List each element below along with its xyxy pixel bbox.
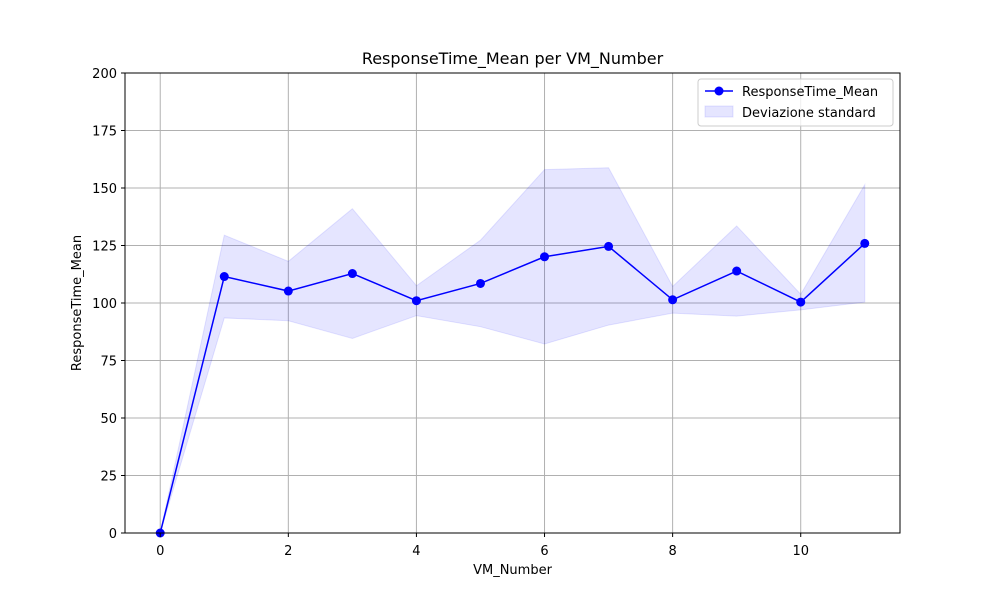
data-point: [540, 252, 550, 262]
data-point: [475, 278, 485, 288]
data-point: [604, 241, 614, 251]
y-tick-label: 200: [92, 67, 117, 82]
legend: ResponseTime_Mean Deviazione standard: [697, 78, 894, 127]
x-axis-ticks: 0 2 4 6 8 10: [156, 533, 809, 559]
data-point: [668, 295, 678, 305]
y-axis-label: ResponseTime_Mean: [70, 235, 85, 371]
legend-label-band: Deviazione standard: [742, 106, 876, 121]
y-tick-label: 75: [100, 355, 117, 370]
y-tick-label: 125: [92, 240, 117, 255]
legend-box: [697, 78, 894, 127]
x-axis-label: VM_Number: [473, 563, 552, 578]
y-tick-label: 150: [92, 182, 117, 197]
data-point: [796, 297, 806, 307]
y-tick-label: 175: [92, 125, 117, 140]
y-tick-label: 50: [100, 412, 117, 427]
data-point: [732, 266, 742, 276]
data-point: [219, 272, 229, 282]
x-tick-label: 4: [412, 544, 420, 559]
data-point: [860, 238, 870, 248]
x-tick-label: 10: [792, 544, 809, 559]
y-tick-label: 0: [109, 527, 117, 542]
data-point: [347, 269, 357, 279]
x-tick-label: 6: [540, 544, 548, 559]
x-tick-label: 8: [668, 544, 676, 559]
y-tick-label: 25: [100, 470, 117, 485]
data-point: [283, 286, 293, 296]
series-line: [159, 242, 866, 534]
legend-label-mean: ResponseTime_Mean: [742, 85, 878, 100]
x-tick-label: 0: [156, 544, 164, 559]
legend-marker-swatch: [714, 86, 724, 96]
data-point: [411, 296, 421, 306]
chart-title: ResponseTime_Mean per VM_Number: [362, 49, 664, 69]
y-tick-label: 100: [92, 297, 117, 312]
y-axis-ticks: 0 25 50 75 100 125 150 175 200: [92, 67, 125, 542]
x-tick-label: 2: [284, 544, 292, 559]
series-layer: [155, 238, 870, 538]
legend-band-swatch: [704, 105, 734, 118]
